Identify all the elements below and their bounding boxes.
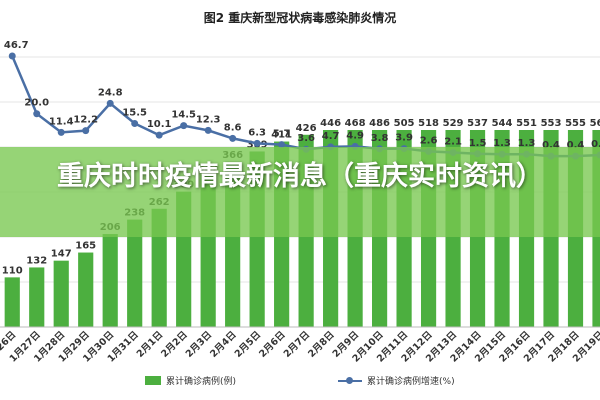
x-tick-label: 2月1日 xyxy=(135,329,166,360)
line-value-label: 11.4 xyxy=(49,116,74,127)
legend: 累计确诊病例(例) 累计确诊病例增速(%) xyxy=(0,374,600,392)
x-tick-label: 2月2日 xyxy=(159,329,190,360)
bar-1 xyxy=(4,277,20,327)
line-value-label: 6.3 xyxy=(248,127,266,138)
line-value-label: 12.3 xyxy=(196,114,221,125)
line-value-label: 8.6 xyxy=(224,122,242,133)
line-value-label: 5.7 xyxy=(273,129,291,140)
banner-title: 重庆时时疫情最新消息（重庆实时资讯） xyxy=(57,161,543,192)
legend-line-swatch xyxy=(338,376,362,384)
bar-value-label: 411 xyxy=(271,130,292,141)
bar-value-label: 486 xyxy=(369,118,390,129)
line-value-label: 3.6 xyxy=(297,133,315,144)
figure-title: 图2 重庆新型冠状病毒感染肺炎情况 xyxy=(203,11,397,25)
bar-value-label: 468 xyxy=(345,118,366,129)
bar-value-label: 165 xyxy=(75,241,96,252)
line-value-label: 1.3 xyxy=(493,138,511,149)
legend-bar-label: 累计确诊病例(例) xyxy=(166,377,237,387)
bar-value-label: 426 xyxy=(296,123,317,134)
line-value-label: 10.1 xyxy=(147,119,172,130)
bar-value-label: 537 xyxy=(467,118,488,129)
line-value-label: 0.4 xyxy=(542,140,560,151)
line-value-label: 1.5 xyxy=(469,138,487,149)
line-point-2 xyxy=(33,110,41,118)
title-banner xyxy=(0,147,600,237)
legend-item-line: 累计确诊病例增速(%) xyxy=(338,374,455,387)
bar-4 xyxy=(78,252,94,327)
legend-bar-swatch xyxy=(145,376,161,385)
line-value-label: 3.8 xyxy=(371,133,389,144)
line-value-label: 0.4 xyxy=(567,140,585,151)
line-point-6 xyxy=(131,119,139,127)
bar-value-label: 544 xyxy=(492,118,513,129)
bar-6 xyxy=(127,219,143,327)
x-tick-label: 2月8日 xyxy=(306,329,337,360)
line-point-3 xyxy=(57,128,65,136)
bar-value-label: 551 xyxy=(516,118,537,129)
bar-value-label: 529 xyxy=(443,118,464,129)
line-point-12 xyxy=(278,141,286,149)
line-value-label: 1.3 xyxy=(518,138,536,149)
line-value-label: 4.7 xyxy=(322,131,340,142)
line-value-label: 20.0 xyxy=(24,98,49,109)
bar-value-label: 518 xyxy=(418,118,439,129)
line-point-9 xyxy=(204,126,212,134)
x-tick-label: 2月5日 xyxy=(233,329,264,360)
bar-value-label: 110 xyxy=(2,265,23,276)
x-tick-label: 2月4日 xyxy=(208,329,239,360)
line-value-label: 46.7 xyxy=(4,40,29,51)
line-value-label: 2.1 xyxy=(444,136,462,147)
bar-5 xyxy=(102,234,118,327)
bar-value-label: 560 xyxy=(590,118,600,129)
line-value-label: 0.9 xyxy=(591,139,600,150)
bar-value-label: 553 xyxy=(541,118,562,129)
line-point-10 xyxy=(229,134,237,142)
bar-value-label: 555 xyxy=(565,118,586,129)
line-value-label: 4.9 xyxy=(346,130,364,141)
legend-item-bar: 累计确诊病例(例) xyxy=(145,374,236,387)
bar-3 xyxy=(53,260,69,327)
line-value-label: 2.6 xyxy=(420,135,438,146)
line-value-label: 3.9 xyxy=(395,133,413,144)
x-tick-label: 2月3日 xyxy=(184,329,215,360)
line-value-label: 15.5 xyxy=(122,107,147,118)
line-point-5 xyxy=(106,99,114,107)
line-point-4 xyxy=(82,127,90,135)
line-point-11 xyxy=(253,139,261,147)
line-value-label: 24.8 xyxy=(98,87,123,98)
x-tick-label: 2月6日 xyxy=(257,329,288,360)
bar-7 xyxy=(151,208,167,327)
bar-value-label: 147 xyxy=(51,249,72,260)
line-value-label: 14.5 xyxy=(171,110,196,121)
bar-value-label: 132 xyxy=(26,255,47,266)
line-point-1 xyxy=(8,52,16,60)
line-point-7 xyxy=(155,131,163,139)
line-point-8 xyxy=(180,122,188,130)
x-tick-label: 2月7日 xyxy=(282,329,313,360)
bar-value-label: 446 xyxy=(320,118,341,129)
bar-value-label: 505 xyxy=(394,118,415,129)
legend-line-label: 累计确诊病例增速(%) xyxy=(367,377,455,387)
bar-2 xyxy=(29,267,45,327)
line-value-label: 12.2 xyxy=(73,115,98,126)
